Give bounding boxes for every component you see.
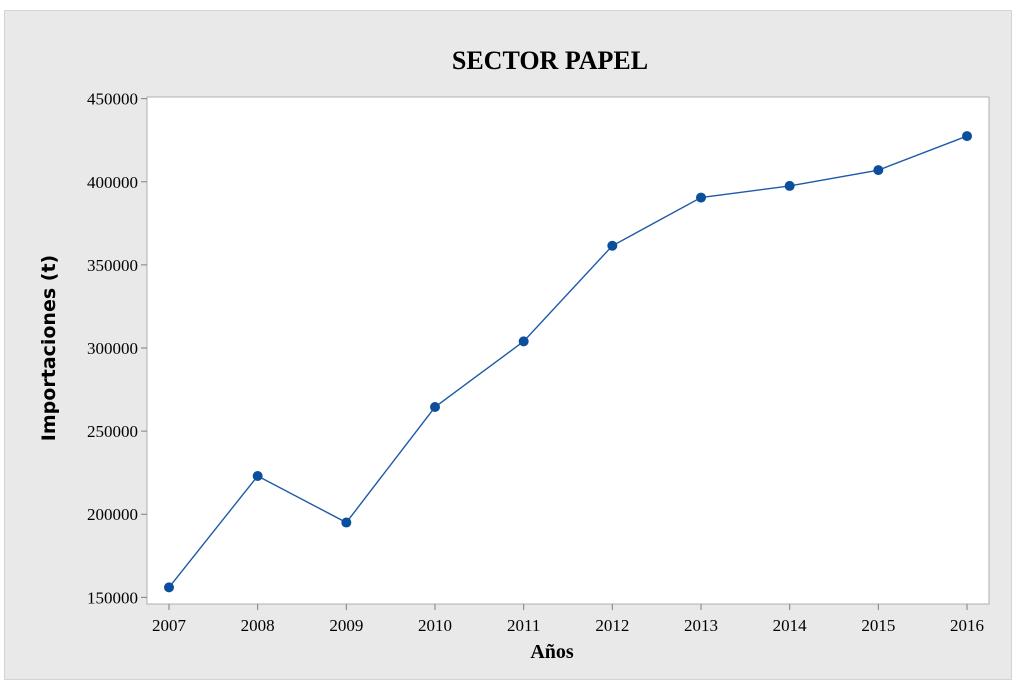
data-point <box>164 582 174 593</box>
data-point <box>430 402 440 413</box>
x-tick-label: 2007 <box>152 616 187 635</box>
chart-frame: SECTOR PAPEL Años Importaciones (t) 1500… <box>4 10 1012 680</box>
x-tick-label: 2009 <box>329 616 363 635</box>
y-tick-label: 300000 <box>87 339 138 358</box>
x-tick-label: 2012 <box>595 616 629 635</box>
line-chart: SECTOR PAPEL Años Importaciones (t) 1500… <box>38 46 990 663</box>
y-tick-label: 450000 <box>87 90 138 109</box>
y-tick-label: 200000 <box>87 505 138 524</box>
x-tick-label: 2013 <box>684 616 718 635</box>
data-point <box>607 240 618 251</box>
data-point <box>252 471 263 482</box>
y-tick-label: 400000 <box>87 173 138 192</box>
chart-title: SECTOR PAPEL <box>452 46 648 75</box>
series-layer <box>164 131 972 593</box>
x-tick-label: 2014 <box>773 616 808 635</box>
axes: 150000 200000 250000 300000 350000 400000 4500… <box>87 90 984 635</box>
data-point <box>873 165 884 176</box>
y-tick-label: 250000 <box>87 422 138 441</box>
series-line <box>168 135 968 588</box>
y-axis-label: Importaciones (t) <box>38 255 60 441</box>
y-tick-label: 350000 <box>87 256 138 275</box>
data-point <box>784 180 795 191</box>
x-tick-label: 2016 <box>950 616 984 635</box>
x-tick-label: 2015 <box>861 616 895 635</box>
data-point <box>518 336 529 347</box>
x-tick-label: 2010 <box>418 616 452 635</box>
x-tick-label: 2011 <box>507 616 540 635</box>
x-axis-label: Años <box>530 641 574 663</box>
data-point <box>696 192 706 203</box>
data-point <box>962 131 972 142</box>
data-point <box>341 517 352 528</box>
x-tick-label: 2008 <box>241 616 275 635</box>
plot-area <box>146 96 990 605</box>
y-tick-label: 150000 <box>87 588 138 607</box>
